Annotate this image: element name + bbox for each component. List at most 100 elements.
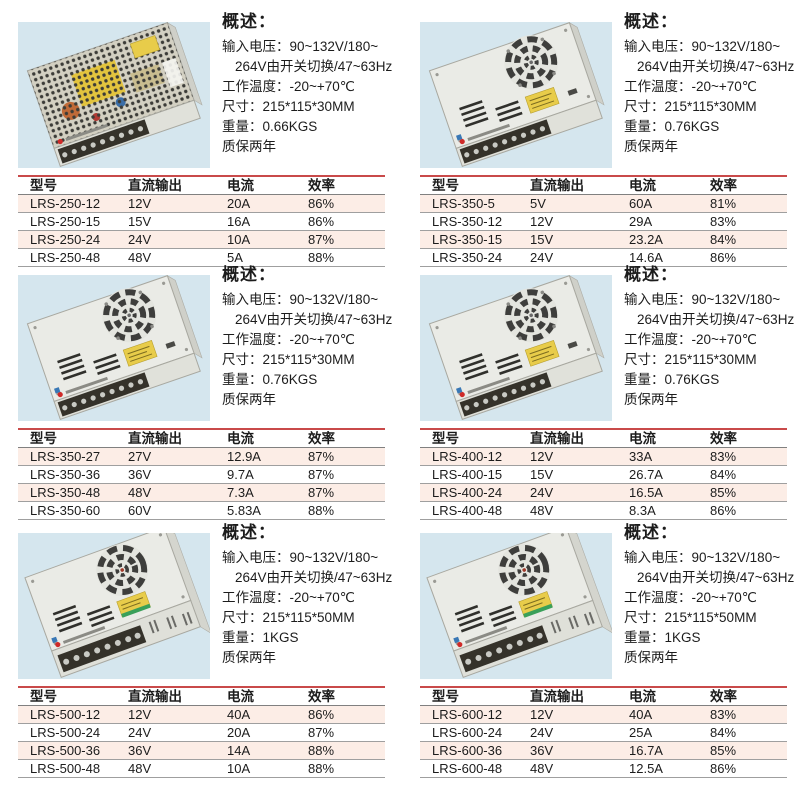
model-cell: LRS-400-15	[420, 465, 530, 484]
product-section: 概述： 输入电压：90~132V/180~ 264V由开关切换/47~63Hz 工作…	[402, 511, 800, 778]
spec-table-header-row: 型号 直流输出 电流 效率	[420, 687, 787, 706]
spec-row: LRS-350-60 60V 5.83A 88%	[18, 501, 385, 520]
voltage-cell: 60V	[128, 501, 227, 520]
column-header: 电流	[227, 687, 308, 706]
model-cell: LRS-350-48	[18, 483, 128, 502]
overview-line: 工作温度：-20~+70℃	[222, 332, 355, 347]
spec-row: LRS-500-48 48V 10A 88%	[18, 759, 385, 778]
column-header: 型号	[18, 429, 128, 448]
current-cell: 60A	[629, 194, 710, 213]
overview-block: 概述： 输入电压：90~132V/180~ 264V由开关切换/47~63Hz 工作…	[222, 522, 402, 668]
efficiency-cell: 87%	[308, 723, 385, 742]
efficiency-cell: 83%	[710, 212, 787, 231]
product-photo	[420, 22, 612, 168]
overview-line: 重量：0.76KGS	[624, 119, 720, 134]
overview-line: 尺寸：215*115*50MM	[222, 610, 355, 625]
current-cell: 16.7A	[629, 741, 710, 760]
overview-line: 264V由开关切换/47~63Hz	[637, 312, 795, 327]
column-header: 效率	[710, 429, 787, 448]
product-photo	[18, 22, 210, 168]
spec-row: LRS-400-12 12V 33A 83%	[420, 447, 787, 466]
overview-block: 概述： 输入电压：90~132V/180~ 264V由开关切换/47~63Hz 工作…	[624, 264, 800, 410]
current-cell: 23.2A	[629, 230, 710, 249]
spec-table-header-row: 型号 直流输出 电流 效率	[420, 429, 787, 448]
overview-line: 质保两年	[222, 139, 276, 154]
model-cell: LRS-250-15	[18, 212, 128, 231]
current-cell: 40A	[629, 705, 710, 724]
overview-lines: 输入电压：90~132V/180~ 264V由开关切换/47~63Hz 工作温度：-…	[624, 548, 800, 668]
current-cell: 40A	[227, 705, 308, 724]
current-cell: 10A	[227, 759, 308, 778]
current-cell: 33A	[629, 447, 710, 466]
overview-line: 重量：0.66KGS	[222, 119, 318, 134]
product-photo	[18, 275, 210, 421]
voltage-cell: 24V	[530, 483, 629, 502]
voltage-cell: 24V	[128, 230, 227, 249]
column-header: 效率	[308, 687, 385, 706]
model-cell: LRS-250-24	[18, 230, 128, 249]
model-cell: LRS-350-12	[420, 212, 530, 231]
efficiency-cell: 86%	[308, 212, 385, 231]
current-cell: 5.83A	[227, 501, 308, 520]
model-cell: LRS-350-15	[420, 230, 530, 249]
overview-title: 概述：	[222, 265, 276, 284]
overview-block: 概述： 输入电压：90~132V/180~ 264V由开关切换/47~63Hz 工作…	[624, 522, 800, 668]
overview-lines: 输入电压：90~132V/180~ 264V由开关切换/47~63Hz 工作温度：-…	[222, 37, 402, 157]
overview-title: 概述：	[624, 523, 678, 542]
column-header: 电流	[629, 687, 710, 706]
spec-row: LRS-350-27 27V 12.9A 87%	[18, 447, 385, 466]
column-header: 效率	[308, 429, 385, 448]
efficiency-cell: 84%	[710, 230, 787, 249]
overview-line: 尺寸：215*115*30MM	[624, 99, 757, 114]
efficiency-cell: 85%	[710, 741, 787, 760]
overview-line: 质保两年	[624, 139, 678, 154]
column-header: 效率	[710, 176, 787, 195]
spec-table-header-row: 型号 直流输出 电流 效率	[420, 176, 787, 195]
column-header: 电流	[629, 176, 710, 195]
model-cell: LRS-250-12	[18, 194, 128, 213]
overview-line: 264V由开关切换/47~63Hz	[235, 59, 393, 74]
spec-row: LRS-500-36 36V 14A 88%	[18, 741, 385, 760]
spec-row: LRS-350-5 5V 60A 81%	[420, 194, 787, 213]
efficiency-cell: 86%	[308, 194, 385, 213]
product-photo	[420, 533, 612, 679]
psu-fan-tall-photo	[18, 533, 210, 679]
column-header: 直流输出	[530, 176, 629, 195]
efficiency-cell: 86%	[710, 501, 787, 520]
overview-line: 264V由开关切换/47~63Hz	[637, 570, 795, 585]
voltage-cell: 12V	[530, 212, 629, 231]
overview-lines: 输入电压：90~132V/180~ 264V由开关切换/47~63Hz 工作温度：-…	[222, 290, 402, 410]
column-header: 型号	[420, 687, 530, 706]
voltage-cell: 48V	[530, 501, 629, 520]
overview-title: 概述：	[222, 12, 276, 31]
overview-title: 概述：	[222, 523, 276, 542]
voltage-cell: 24V	[128, 723, 227, 742]
efficiency-cell: 87%	[308, 447, 385, 466]
current-cell: 20A	[227, 194, 308, 213]
spec-row: LRS-350-15 15V 23.2A 84%	[420, 230, 787, 249]
spec-row: LRS-500-24 24V 20A 87%	[18, 723, 385, 742]
efficiency-cell: 86%	[710, 248, 787, 267]
current-cell: 25A	[629, 723, 710, 742]
spec-table: 型号 直流输出 电流 效率 LRS-350-27 27V 12.9A 87% LRS-350-…	[18, 428, 385, 520]
psu-fan-top-photo	[420, 22, 612, 168]
current-cell: 12.5A	[629, 759, 710, 778]
spec-row: LRS-250-15 15V 16A 86%	[18, 212, 385, 231]
voltage-cell: 24V	[530, 723, 629, 742]
model-cell: LRS-250-48	[18, 248, 128, 267]
spec-table-header-row: 型号 直流输出 电流 效率	[18, 429, 385, 448]
spec-row: LRS-600-24 24V 25A 84%	[420, 723, 787, 742]
column-header: 直流输出	[128, 429, 227, 448]
overview-line: 工作温度：-20~+70℃	[222, 590, 355, 605]
model-cell: LRS-350-60	[18, 501, 128, 520]
overview-line: 输入电压：90~132V/180~	[624, 39, 781, 54]
overview-line: 输入电压：90~132V/180~	[222, 550, 379, 565]
overview-line: 重量：0.76KGS	[624, 372, 720, 387]
spec-row: LRS-350-24 24V 14.6A 86%	[420, 248, 787, 267]
overview-line: 工作温度：-20~+70℃	[222, 79, 355, 94]
spec-table: 型号 直流输出 电流 效率 LRS-350-5 5V 60A 81% LRS-350-12 12…	[420, 175, 787, 267]
overview-line: 尺寸：215*115*30MM	[624, 352, 757, 367]
efficiency-cell: 87%	[308, 465, 385, 484]
spec-row: LRS-600-12 12V 40A 83%	[420, 705, 787, 724]
efficiency-cell: 87%	[308, 483, 385, 502]
